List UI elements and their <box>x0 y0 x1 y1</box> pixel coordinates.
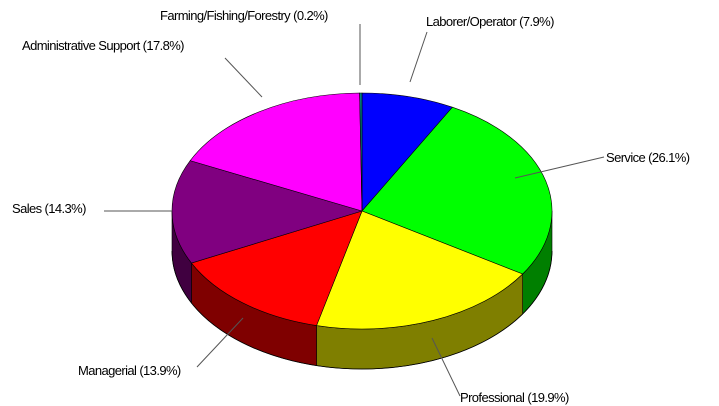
pie-slice <box>359 92 363 212</box>
slice-label: Farming/Fishing/Forestry (0.2%) <box>160 8 328 23</box>
slice-label: Sales (14.3%) <box>12 201 86 216</box>
leader-lines <box>104 24 605 397</box>
leader-line <box>514 156 605 179</box>
slice-label: Managerial (13.9%) <box>78 363 181 378</box>
pie-slice <box>361 106 553 275</box>
leader-line <box>196 317 244 368</box>
slice-label: Administrative Support (17.8%) <box>22 38 184 53</box>
leader-line <box>409 31 428 83</box>
leader-line <box>224 57 263 98</box>
pie-slice <box>316 210 524 330</box>
pie-slice <box>361 92 453 212</box>
slice-labels: Laborer/Operator (7.9%) Service (26.1%) Pr… <box>12 8 690 405</box>
pie-slice <box>171 160 364 264</box>
pie-slice <box>190 210 363 326</box>
pie-slice <box>189 92 363 212</box>
pie-bottom-outline <box>171 250 553 370</box>
leader-line <box>431 337 461 397</box>
slice-label: Professional (19.9%) <box>460 390 569 405</box>
slice-label: Laborer/Operator (7.9%) <box>426 14 554 29</box>
slice-label: Service (26.1%) <box>606 150 690 165</box>
pie-depth-layer <box>171 210 553 370</box>
pie-top-layer <box>171 92 553 330</box>
